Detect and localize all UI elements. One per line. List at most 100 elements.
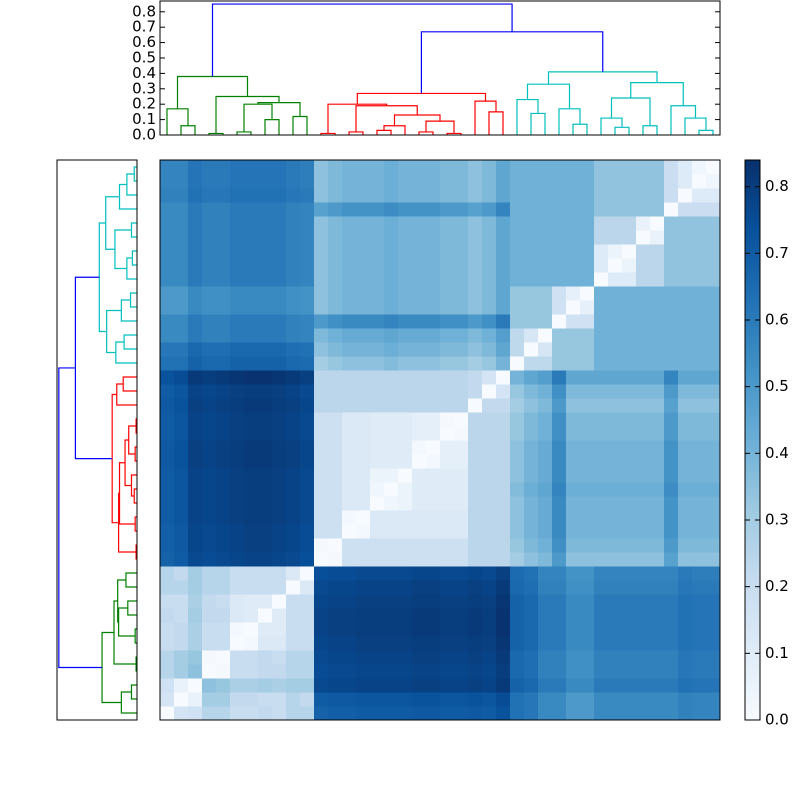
heatmap-cell: [412, 468, 427, 483]
heatmap-cell: [664, 678, 679, 693]
heatmap-cell: [202, 622, 217, 637]
heatmap-cell: [160, 384, 175, 399]
heatmap-cell: [300, 608, 315, 623]
heatmap-cell: [286, 356, 301, 371]
left-dendrogram-frame: [56, 159, 138, 721]
heatmap-cell: [482, 188, 497, 203]
heatmap-cell: [356, 370, 371, 385]
heatmap-cell: [692, 202, 707, 217]
heatmap-cell: [566, 258, 581, 273]
heatmap-cell: [216, 594, 231, 609]
heatmap-cell: [538, 370, 553, 385]
heatmap-cell: [244, 286, 259, 301]
heatmap-cell: [566, 678, 581, 693]
heatmap-cell: [356, 202, 371, 217]
heatmap-cell: [538, 440, 553, 455]
heatmap-cell: [664, 384, 679, 399]
heatmap-cell: [174, 412, 189, 427]
heatmap-cell: [426, 384, 441, 399]
heatmap-cell: [440, 678, 455, 693]
heatmap-cell: [300, 188, 315, 203]
heatmap-cell: [524, 174, 539, 189]
heatmap-cell: [566, 160, 581, 175]
heatmap-cell: [314, 258, 329, 273]
heatmap-cell: [398, 496, 413, 511]
heatmap-cell: [384, 342, 399, 357]
heatmap-cell: [706, 356, 721, 371]
heatmap-cell: [370, 692, 385, 707]
heatmap-cell: [202, 678, 217, 693]
heatmap-cell: [426, 678, 441, 693]
heatmap-cell: [510, 440, 525, 455]
heatmap-cell: [496, 608, 511, 623]
heatmap-cell: [328, 496, 343, 511]
heatmap-cell: [412, 202, 427, 217]
left-dendrogram-link: [123, 334, 137, 350]
heatmap-cell: [272, 188, 287, 203]
heatmap-cell: [342, 650, 357, 665]
heatmap-cell: [314, 650, 329, 665]
heatmap-cell: [468, 482, 483, 497]
heatmap-cell: [552, 314, 567, 329]
colorbar-tick-label: 0.6: [765, 311, 789, 329]
left-dendrogram-link: [126, 173, 137, 196]
heatmap-cell: [384, 398, 399, 413]
heatmap-cell: [538, 314, 553, 329]
heatmap-cell: [524, 580, 539, 595]
heatmap-cell: [650, 412, 665, 427]
heatmap-cell: [342, 300, 357, 315]
heatmap-cell: [538, 650, 553, 665]
heatmap-cell: [412, 566, 427, 581]
heatmap-cell: [258, 328, 273, 343]
heatmap-cell: [412, 328, 427, 343]
heatmap-cell: [594, 468, 609, 483]
heatmap-cell: [552, 650, 567, 665]
heatmap-cell: [622, 496, 637, 511]
heatmap-cell: [496, 370, 511, 385]
heatmap-cell: [216, 440, 231, 455]
heatmap-cell: [160, 426, 175, 441]
heatmap-cell: [510, 314, 525, 329]
heatmap-cell: [216, 496, 231, 511]
heatmap-cell: [370, 426, 385, 441]
heatmap-cell: [468, 328, 483, 343]
heatmap-cell: [440, 342, 455, 357]
heatmap-cell: [650, 202, 665, 217]
heatmap-cell: [314, 622, 329, 637]
heatmap-cell: [160, 174, 175, 189]
left-dendrogram-link: [131, 250, 137, 266]
heatmap-cell: [650, 622, 665, 637]
heatmap-cell: [356, 496, 371, 511]
heatmap-cell: [286, 188, 301, 203]
heatmap-cell: [440, 650, 455, 665]
heatmap-cell: [594, 622, 609, 637]
heatmap-cell: [370, 216, 385, 231]
heatmap-cell: [678, 552, 693, 567]
left-dendrogram-link: [98, 222, 107, 333]
heatmap-cell: [594, 538, 609, 553]
heatmap-cell: [300, 454, 315, 469]
heatmap-cell: [664, 706, 679, 721]
heatmap-cell: [426, 258, 441, 273]
heatmap-cell: [678, 426, 693, 441]
heatmap-cell: [300, 692, 315, 707]
heatmap-cell: [440, 594, 455, 609]
top-dendrogram-link: [425, 120, 455, 134]
heatmap-cell: [664, 272, 679, 287]
heatmap-cell: [706, 202, 721, 217]
heatmap-cell: [370, 608, 385, 623]
heatmap-cell: [398, 706, 413, 721]
heatmap-cell: [552, 510, 567, 525]
heatmap-cell: [594, 566, 609, 581]
heatmap-cell: [258, 244, 273, 259]
top-dendrogram-link: [166, 108, 189, 135]
heatmap-cell: [216, 426, 231, 441]
heatmap-cell: [552, 454, 567, 469]
heatmap-cell: [664, 664, 679, 679]
heatmap-cell: [482, 286, 497, 301]
heatmap-cell: [454, 328, 469, 343]
heatmap-cell: [160, 496, 175, 511]
heatmap-cell: [552, 636, 567, 651]
heatmap-cell: [664, 160, 679, 175]
heatmap-cell: [188, 286, 203, 301]
